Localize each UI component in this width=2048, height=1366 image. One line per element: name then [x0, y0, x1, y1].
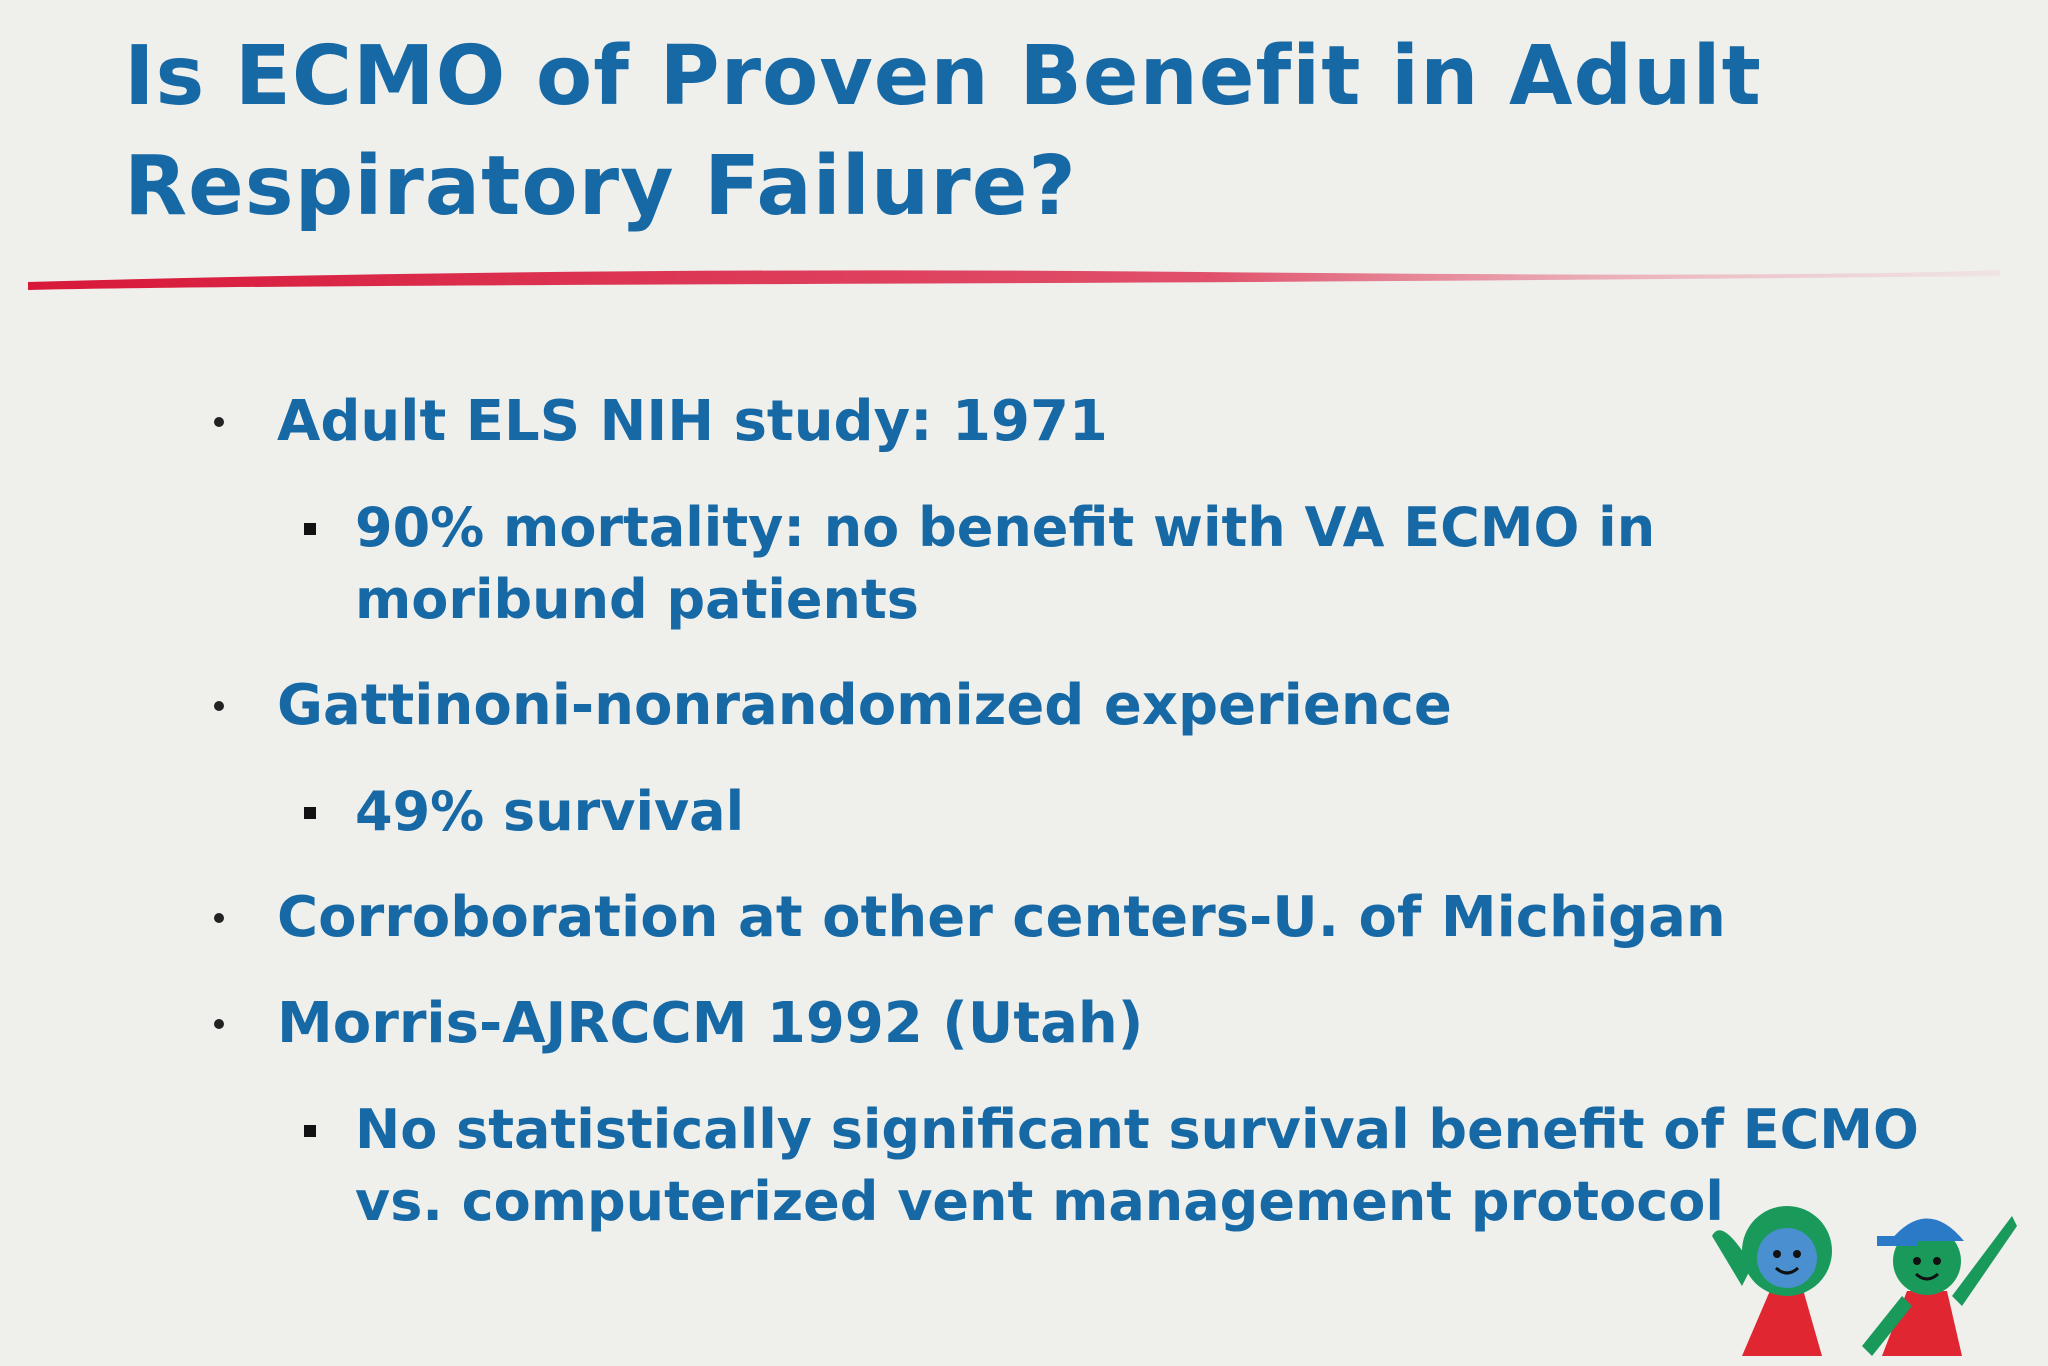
- red-brush-stroke: [28, 270, 2000, 290]
- bullet-item: Corroboration at other centers-U. of Mic…: [0, 882, 2048, 954]
- sub-bullet-item: No statistically significant survival be…: [0, 1094, 2048, 1238]
- sub-bullet-line: 90% mortality: no benefit with VA ECMO i…: [355, 496, 1656, 559]
- sub-bullet-square: [304, 807, 316, 819]
- bullet-dot: [214, 913, 224, 923]
- bullet-text: Morris-AJRCCM 1992 (Utah): [277, 991, 1144, 1056]
- sub-bullet-square: [304, 1125, 316, 1137]
- bullet-dot: [214, 701, 224, 711]
- title-line: Is ECMO of Proven Benefit in Adult: [124, 29, 1762, 124]
- bullet-list: Adult ELS NIH study: 1971 90% mortality: …: [0, 352, 2048, 1238]
- sub-bullet-line: No statistically significant survival be…: [355, 1098, 1919, 1161]
- bullet-text: Adult ELS NIH study: 1971: [277, 389, 1108, 454]
- bullet-text: Corroboration at other centers-U. of Mic…: [277, 885, 1726, 950]
- bullet-item: Gattinoni-nonrandomized experience: [0, 670, 2048, 742]
- title-line: Respiratory Failure?: [124, 139, 1077, 234]
- sub-bullet-line: vs. computerized vent management protoco…: [355, 1170, 1724, 1233]
- kids-logo: [1712, 1206, 2017, 1356]
- sub-bullet-item: 90% mortality: no benefit with VA ECMO i…: [0, 492, 2048, 636]
- bullet-item: Morris-AJRCCM 1992 (Utah): [0, 988, 2048, 1060]
- sub-bullet-square: [304, 523, 316, 535]
- slide-title: Is ECMO of Proven Benefit in Adult Respir…: [124, 22, 1762, 242]
- bullet-dot: [214, 417, 224, 427]
- sub-bullet-item: 49% survival: [0, 776, 2048, 848]
- bullet-dot: [214, 1019, 224, 1029]
- sub-bullet-line: moribund patients: [355, 568, 919, 631]
- sub-bullet-line: 49% survival: [355, 780, 745, 843]
- bullet-item: Adult ELS NIH study: 1971: [0, 386, 2048, 458]
- bullet-text: Gattinoni-nonrandomized experience: [277, 673, 1452, 738]
